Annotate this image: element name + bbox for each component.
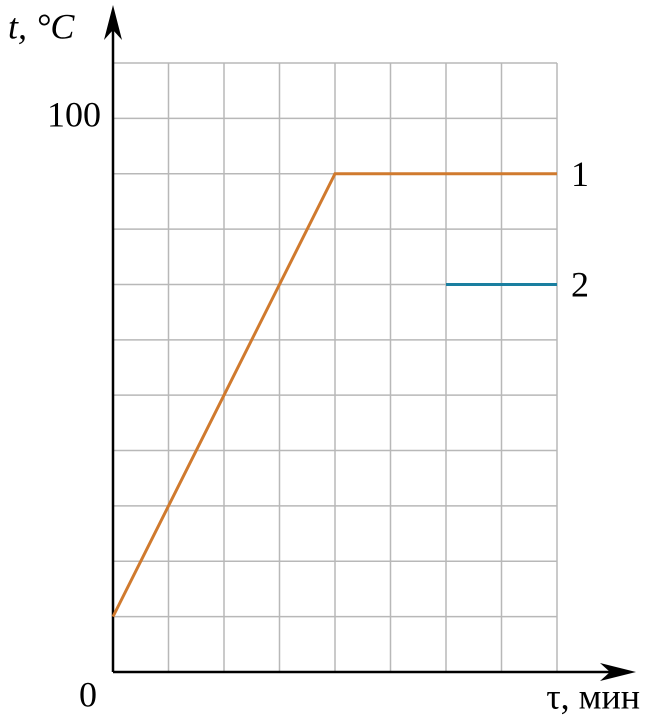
series-line (111, 172, 557, 618)
y-axis-arrow (104, 5, 122, 40)
origin-label: 0 (79, 674, 97, 714)
legend-label: 2 (571, 265, 589, 305)
y-tick-label: 100 (47, 95, 101, 135)
y-axis-label: t, °C (8, 6, 75, 46)
x-axis-label: τ, мин (546, 676, 640, 716)
x-axis-arrow (600, 663, 636, 681)
legend-label: 1 (571, 154, 589, 194)
